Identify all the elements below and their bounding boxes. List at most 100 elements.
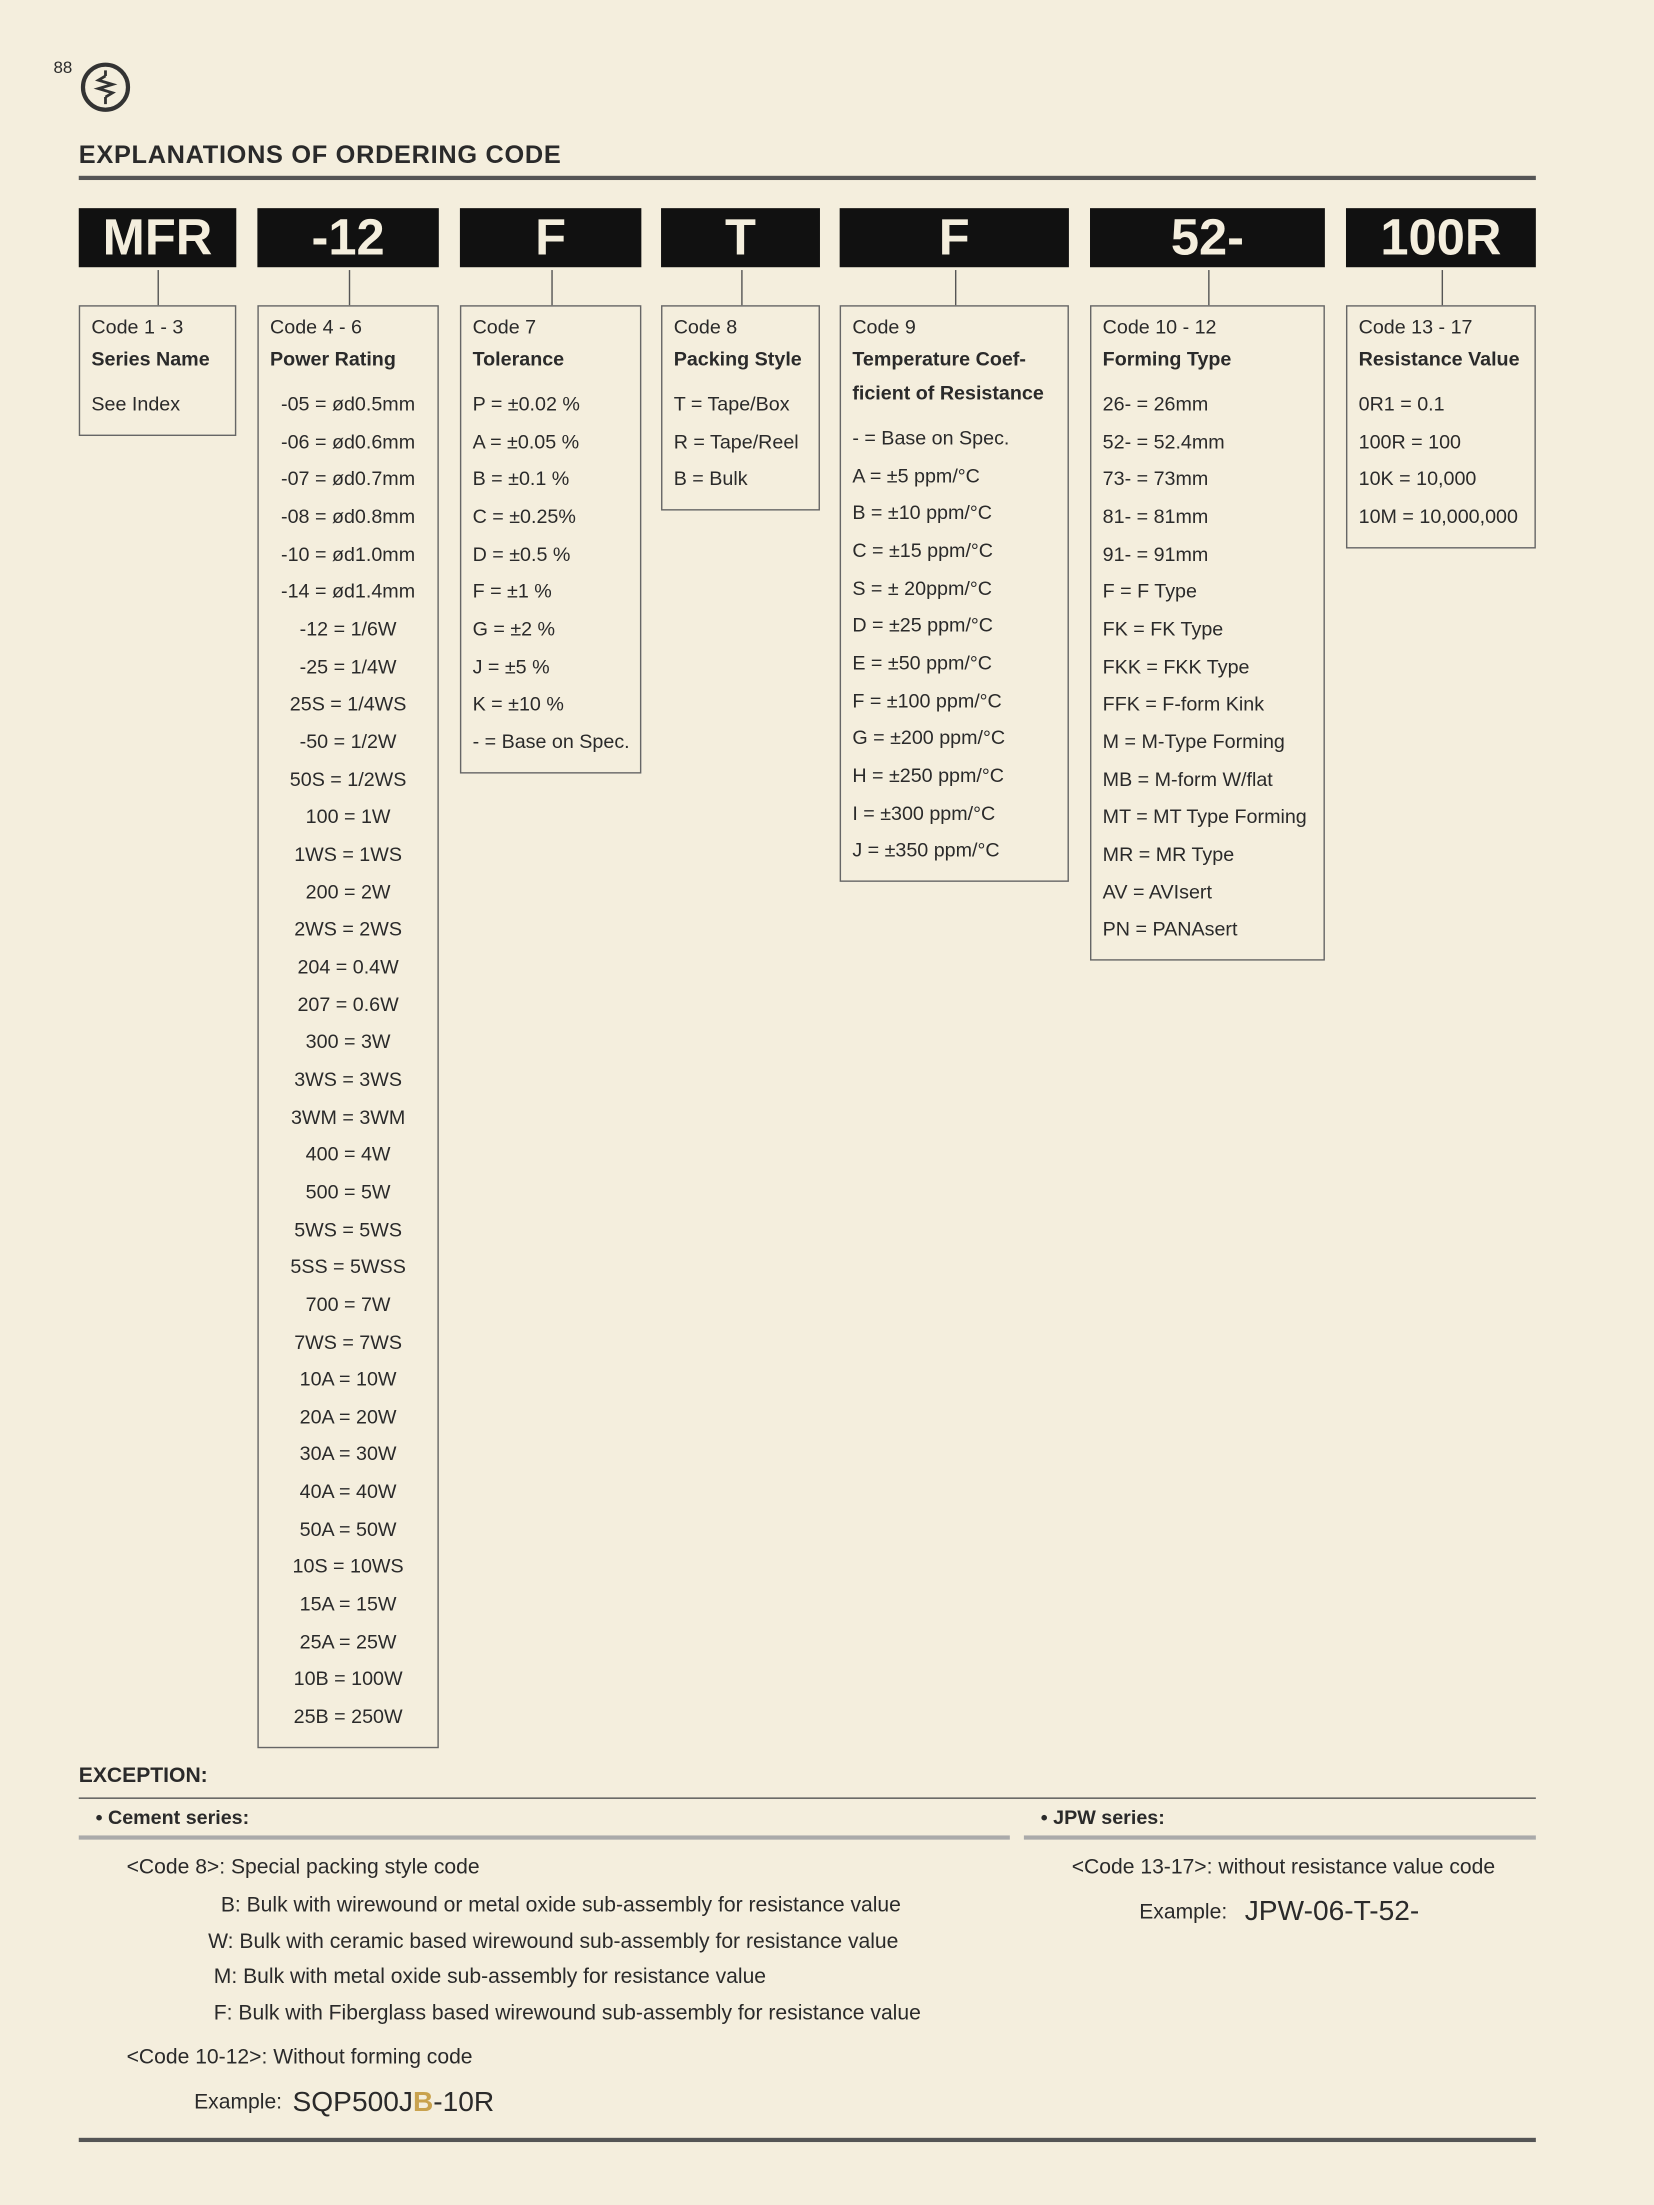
page-number: 88: [53, 57, 73, 78]
code-item: 40A = 40W: [299, 1479, 397, 1503]
code-item: 26- = 26mm: [1102, 392, 1209, 415]
code-box: [459, 305, 642, 774]
code-item: 30A = 30W: [299, 1442, 397, 1465]
code-label: Code 1 - 3: [91, 315, 184, 338]
code-box: [839, 305, 1069, 883]
code-heading: Temperature Coef-: [852, 347, 1026, 370]
code-item: 20A = 20W: [299, 1404, 397, 1428]
code-item: 50S = 1/2WS: [289, 767, 407, 790]
code-label: Code 4 - 6: [270, 315, 362, 338]
code-block: T: [661, 208, 820, 268]
code-item: 25A = 25W: [299, 1629, 397, 1653]
packing-line: M: Bulk with metal oxide sub-assembly fo…: [213, 1964, 767, 1989]
code-item: B = ±10 ppm/°C: [852, 501, 992, 524]
code-item: 10A = 10W: [299, 1367, 397, 1390]
code-item: FKK = FKK Type: [1102, 654, 1250, 678]
code10-line: <Code 10-12>: Without forming code: [126, 2044, 473, 2069]
title-rule: [78, 175, 1536, 181]
code-heading: Resistance Value: [1358, 347, 1520, 370]
code-label: Code 13 - 17: [1358, 315, 1473, 338]
example-part-highlight: B: [412, 2087, 434, 2119]
code-heading: Power Rating: [270, 347, 396, 370]
code-block: F: [839, 208, 1069, 268]
jpw-rule: [1023, 1835, 1536, 1840]
connector: [157, 270, 159, 306]
code-item: FFK = F-form Kink: [1102, 692, 1265, 715]
code-item: 0R1 = 0.1: [1358, 392, 1445, 415]
example-part: -10R: [433, 2087, 495, 2119]
code-item: M = M-Type Forming: [1102, 729, 1285, 753]
code-item: D = ±25 ppm/°C: [852, 613, 994, 637]
code-box: [1345, 305, 1536, 549]
code-item: 52- = 52.4mm: [1102, 429, 1225, 453]
code-item: C = ±0.25%: [472, 504, 576, 528]
code-item: 15A = 15W: [299, 1592, 397, 1615]
code-item: -07 = ød0.7mm: [281, 467, 416, 490]
code-heading: Series Name: [91, 347, 210, 370]
code-item: A = ±5 ppm/°C: [852, 463, 980, 487]
code-item: T = Tape/Box: [673, 392, 790, 415]
example-code: JPW-06-T-52-: [1244, 1895, 1420, 1927]
code-heading: Tolerance: [472, 347, 565, 370]
code-item: - = Base on Spec.: [852, 426, 1010, 449]
connector: [1441, 270, 1444, 306]
code-item: See Index: [91, 392, 181, 415]
code-block: 52-: [1090, 208, 1325, 268]
code-heading: Packing Style: [673, 347, 802, 370]
code-box: [78, 305, 237, 437]
code-heading: ficient of Resistance: [852, 381, 1044, 404]
code-item: 500 = 5W: [305, 1179, 391, 1203]
code-item: F = ±1 %: [472, 579, 552, 603]
code-block: -12: [257, 208, 439, 268]
code-item: 10B = 100W: [293, 1667, 403, 1690]
code-item: 73- = 73mm: [1102, 467, 1209, 490]
code8-line: <Code 8>: Special packing style code: [126, 1855, 480, 1880]
title: EXPLANATIONS OF ORDERING CODE: [78, 140, 562, 169]
code-item: K = ±10 %: [472, 692, 564, 715]
code-heading: Forming Type: [1102, 347, 1232, 370]
bottom-rule: [78, 2137, 1536, 2143]
example-part: SQP500J: [292, 2087, 413, 2119]
code-item: 3WM = 3WM: [290, 1104, 406, 1128]
cement-rule: [78, 1835, 1010, 1840]
code-item: -25 = 1/4W: [299, 654, 397, 678]
connector: [1208, 270, 1210, 306]
code-item: 2WS = 2WS: [294, 917, 402, 940]
code-item: MT = MT Type Forming: [1102, 804, 1307, 828]
code-item: J = ±350 ppm/°C: [852, 838, 1000, 862]
code-item: 10K = 10,000: [1358, 467, 1477, 490]
code-item: F = ±100 ppm/°C: [852, 688, 1002, 712]
code-item: 10S = 10WS: [292, 1554, 404, 1578]
code-item: -06 = ød0.6mm: [281, 429, 416, 453]
code-item: - = Base on Spec.: [472, 729, 630, 753]
code-item: B = Bulk: [673, 467, 748, 490]
code-item: AV = AVIsert: [1102, 879, 1212, 903]
code-item: J = ±5 %: [472, 654, 550, 678]
code-item: F = F Type: [1102, 579, 1197, 603]
code-item: 91- = 91mm: [1102, 542, 1209, 565]
code-item: 25B = 250W: [293, 1704, 403, 1728]
packing-line: B: Bulk with wirewound or metal oxide su…: [220, 1893, 901, 1918]
code-item: C = ±15 ppm/°C: [852, 538, 994, 562]
connector: [551, 270, 553, 306]
code-block: F: [459, 208, 642, 268]
code-item: 3WS = 3WS: [294, 1067, 402, 1090]
packing-line: F: Bulk with Fiberglass based wirewound …: [213, 2001, 921, 2026]
logo-icon: [80, 62, 131, 112]
code-label: Code 7: [472, 315, 537, 338]
code-item: 100 = 1W: [305, 804, 391, 828]
code-item: -12 = 1/6W: [299, 617, 397, 640]
code-item: 7WS = 7WS: [294, 1329, 402, 1353]
code13-line: <Code 13-17>: without resistance value c…: [1071, 1855, 1496, 1880]
code-block: 100R: [1345, 208, 1536, 268]
code-item: H = ±250 ppm/°C: [852, 763, 1004, 787]
code-item: 207 = 0.6W: [297, 992, 399, 1015]
example-label: Example:: [1139, 1900, 1228, 1925]
code-item: E = ±50 ppm/°C: [852, 651, 992, 674]
code-item: 400 = 4W: [305, 1142, 391, 1165]
exception-rule: [78, 1797, 1536, 1799]
code-item: -14 = ød1.4mm: [281, 579, 416, 603]
code-item: PN = PANAsert: [1102, 917, 1238, 940]
code-item: 100R = 100: [1358, 429, 1462, 453]
